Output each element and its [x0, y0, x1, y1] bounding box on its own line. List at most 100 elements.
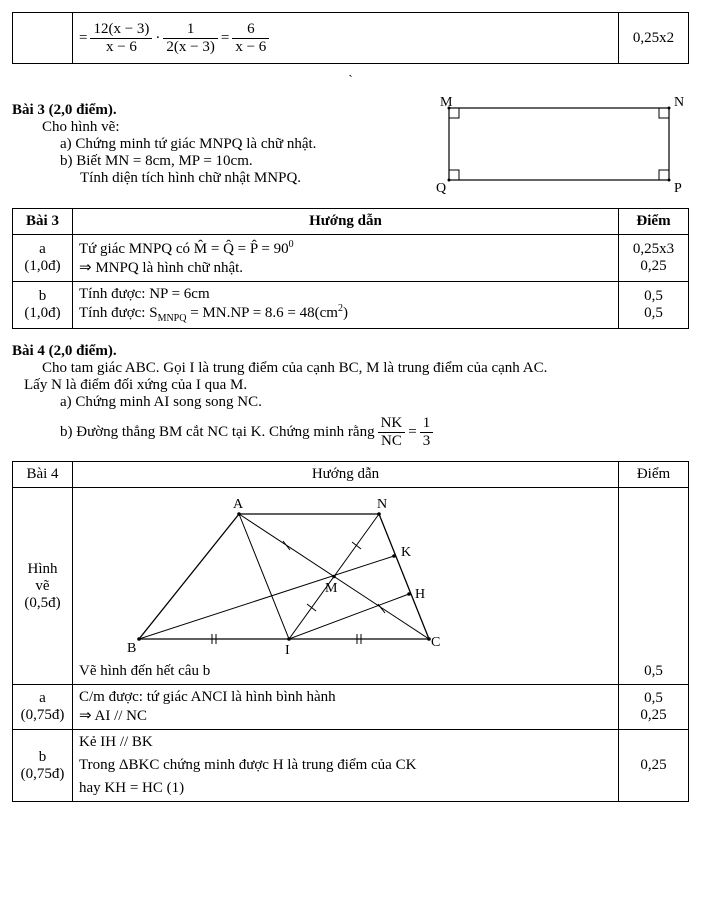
bai3-a-label1: a: [19, 241, 66, 258]
bai4-b-den2: 3: [420, 433, 434, 450]
bai3-a-deg: 0: [289, 239, 294, 250]
bai3-h-diem: Điểm: [619, 209, 689, 235]
frac-2-num: 1: [163, 21, 217, 39]
bai4-b-frac1: NK NC: [378, 415, 406, 449]
bai4-hinh-pts: 0,5: [619, 488, 689, 685]
frac-2: 1 2(x − 3): [163, 21, 217, 55]
bai3-a-label2: (1,0đ): [19, 258, 66, 275]
bai4-h-diem: Điểm: [619, 462, 689, 488]
bai4-hinh-l1: Hình: [19, 561, 66, 578]
bai3-block: Bài 3 (2,0 điểm). Cho hình vẽ: a) Chứng …: [12, 92, 689, 200]
top-formula-table: = 12(x − 3) x − 6 · 1 2(x − 3) = 6 x − 6…: [12, 12, 689, 64]
bai3-h-hd: Hướng dẫn: [73, 209, 619, 235]
svg-text:A: A: [233, 497, 244, 512]
svg-text:H: H: [415, 587, 425, 602]
bai3-table: Bài 3 Hướng dẫn Điểm a (1,0đ) Tứ giác MN…: [12, 208, 689, 329]
bai3-b2: Tính diện tích hình chữ nhật MNPQ.: [12, 170, 414, 187]
bai4-b-line3: hay KH = HC (1): [79, 780, 612, 797]
bai4-a-l1: a: [19, 690, 66, 707]
svg-text:N: N: [377, 497, 387, 512]
rectangle-figure: M N Q P: [424, 92, 689, 200]
frac-2-den: 2(x − 3): [163, 39, 217, 56]
bai4-a-pts1: 0,5: [625, 690, 682, 707]
bai4-b-num2: 1: [420, 415, 434, 433]
bai4-table: Bài 4 Hướng dẫn Điểm Hình vẽ (0,5đ): [12, 461, 689, 802]
svg-text:K: K: [401, 545, 411, 560]
bai4-b: b) Đường thẳng BM cắt NC tại K. Chứng mi…: [12, 411, 689, 453]
bai4-a: a) Chứng minh AI song song NC.: [12, 394, 689, 411]
bai4-a-label: a (0,75đ): [13, 685, 73, 730]
svg-text:I: I: [285, 643, 290, 658]
frac-3: 6 x − 6: [232, 21, 269, 55]
triangle-figure: A N B I C M K H: [119, 494, 459, 659]
svg-text:C: C: [431, 635, 440, 650]
bai4-h-hd: Hướng dẫn: [73, 462, 619, 488]
eq-sign: =: [79, 30, 87, 47]
bai4-b-eq: =: [408, 424, 416, 441]
bai3-a-content: Tứ giác MNPQ có M̂ = Q̂ = P̂ = 900 ⇒ MNP…: [73, 235, 619, 282]
top-empty-label: [13, 13, 73, 64]
top-points: 0,25x2: [619, 13, 689, 64]
bai4-h-bai: Bài 4: [13, 462, 73, 488]
bai4-b-line1: Kẻ IH // BK: [79, 734, 612, 751]
bai4-hinh-l2: vẽ: [19, 578, 66, 595]
eq: =: [221, 30, 229, 47]
bai4-p1: Cho tam giác ABC. Gọi I là trung điểm củ…: [12, 360, 689, 377]
bai3-text: Bài 3 (2,0 điểm). Cho hình vẽ: a) Chứng …: [12, 92, 414, 187]
frac-3-den: x − 6: [232, 39, 269, 56]
top-formula-cell: = 12(x − 3) x − 6 · 1 2(x − 3) = 6 x − 6: [73, 13, 619, 64]
bai3-b1: b) Biết MN = 8cm, MP = 10cm.: [12, 153, 414, 170]
bai3-a-pts2: 0,25: [625, 258, 682, 275]
bai4-hinh-cell: A N B I C M K H Vẽ hình đến hết câu b: [73, 488, 619, 685]
svg-text:M: M: [325, 581, 338, 596]
bai3-b-pts: 0,5 0,5: [619, 282, 689, 329]
bai3-b-pts1: 0,5: [625, 288, 682, 305]
bai4-block: Bài 4 (2,0 điểm). Cho tam giác ABC. Gọi …: [12, 343, 689, 453]
frac-1-num: 12(x − 3): [90, 21, 152, 39]
bai3-a-pts: 0,25x3 0,25: [619, 235, 689, 282]
bai4-a-l2: (0,75đ): [19, 707, 66, 724]
bai3-b-content: Tính được: NP = 6cm Tính được: SMNPQ = M…: [73, 282, 619, 329]
bai4-hinh-label: Hình vẽ (0,5đ): [13, 488, 73, 685]
bai4-a-pts: 0,5 0,25: [619, 685, 689, 730]
bai3-a-pts1: 0,25x3: [625, 241, 682, 258]
bai3-b-label1: b: [19, 288, 66, 305]
bai3-a-pre: Tứ giác MNPQ có: [79, 241, 194, 257]
bai4-b-num1: NK: [378, 415, 406, 433]
bai3-b-pts2: 0,5: [625, 305, 682, 322]
bai4-b-label: b (0,75đ): [13, 730, 73, 802]
bai4-b-pre: b) Đường thẳng BM cắt NC tại K. Chứng mi…: [60, 424, 375, 441]
bai3-b-line2: Tính được: SMNPQ = MN.NP = 8.6 = 48(cm2): [79, 303, 612, 324]
bai3-a-line2: ⇒ MNPQ là hình chữ nhật.: [79, 258, 612, 277]
bai4-a-pts2: 0,25: [625, 707, 682, 724]
bai4-b-frac2: 1 3: [420, 415, 434, 449]
bai4-b-l1: b: [19, 749, 66, 766]
bai4-b-content: Kẻ IH // BK Trong ΔBKC chứng minh được H…: [73, 730, 619, 802]
label-N: N: [674, 95, 684, 110]
bai4-a-line1: C/m được: tứ giác ANCI là hình bình hành: [79, 689, 612, 706]
label-M: M: [440, 95, 453, 110]
bai3-b-post: = MN.NP = 8.6 = 48(cm: [186, 305, 338, 321]
top-formula: = 12(x − 3) x − 6 · 1 2(x − 3) = 6 x − 6: [79, 17, 612, 59]
bai3-h-bai: Bài 3: [13, 209, 73, 235]
bai3-b-pre: Tính được: S: [79, 305, 158, 321]
bai3-b-label2: (1,0đ): [19, 305, 66, 322]
bai3-b-line1: Tính được: NP = 6cm: [79, 286, 612, 303]
frac-3-num: 6: [232, 21, 269, 39]
bai4-b-den1: NC: [378, 433, 406, 450]
bai3-a-math: M̂ = Q̂ = P̂ = 90: [194, 241, 289, 257]
bai3-a-line1: Tứ giác MNPQ có M̂ = Q̂ = P̂ = 900: [79, 239, 612, 258]
bai4-a-line2: ⇒ AI // NC: [79, 706, 612, 725]
dash-line: `: [12, 70, 689, 92]
frac-1: 12(x − 3) x − 6: [90, 21, 152, 55]
bai3-b-sub: MNPQ: [158, 313, 187, 324]
bai4-p2: Lấy N là điểm đối xứng của I qua M.: [12, 377, 689, 394]
bai4-b-l2: (0,75đ): [19, 766, 66, 783]
bai4-hinh-l3: (0,5đ): [19, 595, 66, 612]
bai3-a-label: a (1,0đ): [13, 235, 73, 282]
label-Q: Q: [436, 181, 446, 196]
dot: ·: [155, 30, 160, 47]
bai4-a-content: C/m được: tứ giác ANCI là hình bình hành…: [73, 685, 619, 730]
svg-text:B: B: [127, 641, 136, 656]
bai3-line1: Cho hình vẽ:: [12, 119, 414, 136]
